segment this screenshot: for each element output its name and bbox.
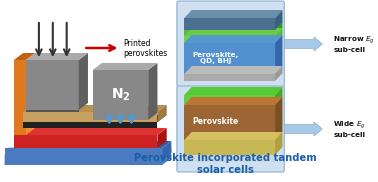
- Polygon shape: [14, 128, 167, 135]
- Text: Wide $E_g$: Wide $E_g$: [333, 119, 366, 131]
- Polygon shape: [148, 63, 158, 120]
- Text: perovskites: perovskites: [123, 50, 167, 58]
- Polygon shape: [184, 147, 282, 155]
- Polygon shape: [23, 112, 158, 122]
- Polygon shape: [5, 148, 162, 160]
- Polygon shape: [23, 122, 158, 128]
- Polygon shape: [158, 128, 167, 148]
- Polygon shape: [26, 53, 88, 60]
- Polygon shape: [275, 28, 282, 43]
- Polygon shape: [26, 53, 35, 135]
- Polygon shape: [184, 95, 275, 105]
- Polygon shape: [184, 22, 282, 30]
- Text: sub-cell: sub-cell: [333, 132, 366, 138]
- Polygon shape: [26, 110, 79, 112]
- FancyBboxPatch shape: [177, 86, 284, 172]
- Polygon shape: [184, 36, 275, 43]
- Text: Narrow $E_g$: Narrow $E_g$: [333, 34, 375, 46]
- Polygon shape: [184, 97, 282, 105]
- Polygon shape: [79, 53, 88, 110]
- Polygon shape: [184, 105, 275, 140]
- Polygon shape: [184, 74, 275, 81]
- Polygon shape: [26, 60, 79, 110]
- Polygon shape: [275, 97, 282, 140]
- Polygon shape: [162, 141, 171, 160]
- Polygon shape: [184, 10, 282, 18]
- Polygon shape: [184, 66, 282, 74]
- Polygon shape: [93, 63, 158, 70]
- Polygon shape: [184, 132, 282, 140]
- Polygon shape: [275, 35, 282, 74]
- Polygon shape: [184, 35, 282, 43]
- Polygon shape: [275, 132, 282, 155]
- Polygon shape: [184, 155, 275, 162]
- Polygon shape: [184, 43, 275, 74]
- Polygon shape: [184, 28, 282, 36]
- Polygon shape: [14, 135, 158, 148]
- Polygon shape: [5, 141, 171, 148]
- Text: Perovskite,
QD, BHJ: Perovskite, QD, BHJ: [193, 52, 239, 64]
- Polygon shape: [275, 22, 282, 36]
- Polygon shape: [275, 10, 282, 30]
- Polygon shape: [23, 115, 167, 122]
- Polygon shape: [158, 105, 167, 122]
- Text: $\mathbf{N_2}$: $\mathbf{N_2}$: [111, 87, 130, 103]
- Polygon shape: [14, 53, 35, 60]
- Polygon shape: [93, 70, 148, 120]
- FancyBboxPatch shape: [177, 1, 284, 87]
- Polygon shape: [23, 105, 167, 112]
- Polygon shape: [184, 87, 282, 95]
- Polygon shape: [184, 30, 275, 36]
- Polygon shape: [14, 60, 26, 135]
- FancyArrow shape: [284, 122, 322, 136]
- Polygon shape: [275, 87, 282, 105]
- Text: Printed: Printed: [123, 39, 151, 48]
- Polygon shape: [184, 18, 275, 30]
- Polygon shape: [5, 148, 171, 165]
- Text: Perovskite: Perovskite: [193, 118, 239, 126]
- Polygon shape: [275, 66, 282, 81]
- Text: Perovskite incorporated tandem
solar cells: Perovskite incorporated tandem solar cel…: [134, 153, 316, 175]
- Text: sub-cell: sub-cell: [333, 47, 366, 53]
- FancyArrow shape: [284, 37, 322, 51]
- Polygon shape: [184, 140, 275, 155]
